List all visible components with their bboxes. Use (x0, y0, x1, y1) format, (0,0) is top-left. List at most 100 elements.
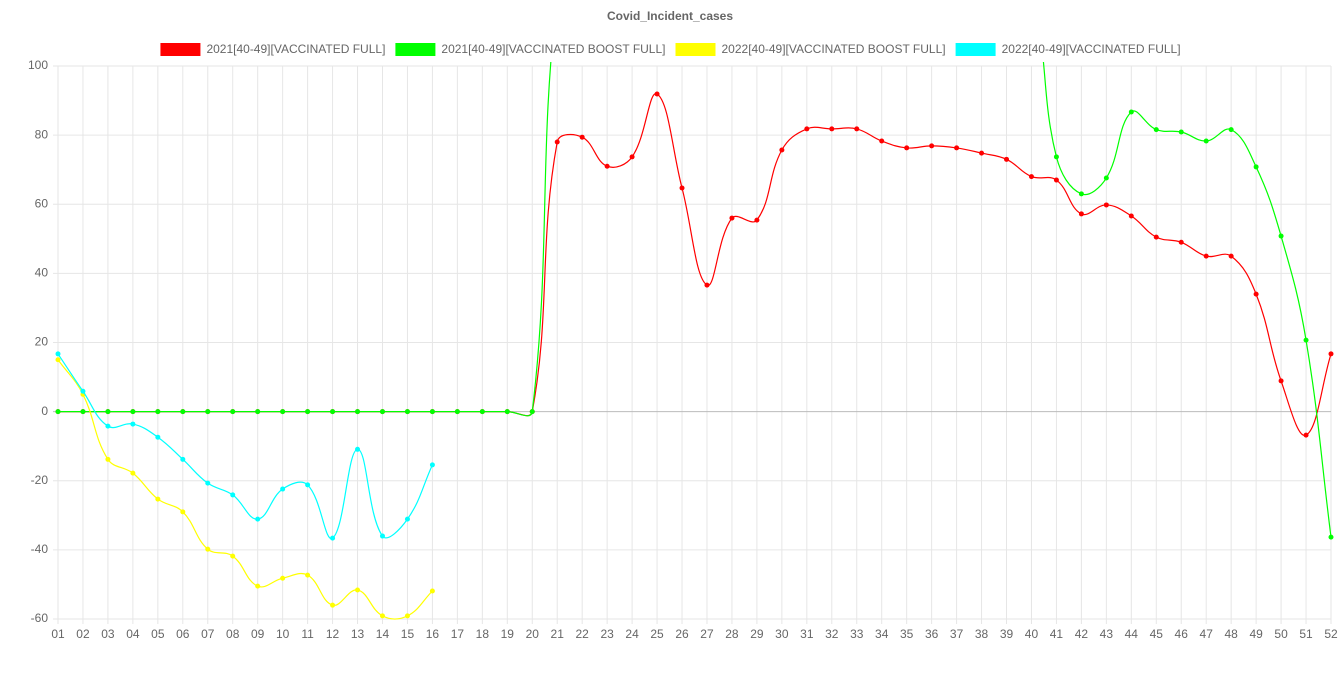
data-point (105, 409, 111, 415)
chart-title: Covid_Incident_cases (607, 9, 733, 23)
data-point (1203, 138, 1209, 144)
data-point (504, 409, 510, 415)
data-point (180, 409, 186, 415)
data-point (130, 421, 136, 427)
x-tick-label: 39 (1000, 627, 1014, 641)
x-tick-label: 50 (1274, 627, 1288, 641)
data-point (80, 409, 86, 415)
x-tick-label: 52 (1324, 627, 1338, 641)
y-tick-label: -20 (31, 473, 49, 487)
x-tick-label: 47 (1200, 627, 1214, 641)
series-line (57, 359, 433, 620)
data-point (130, 470, 136, 476)
y-tick-label: 80 (35, 127, 49, 141)
x-tick-label: 04 (126, 627, 140, 641)
series-line (57, 93, 1332, 436)
legend-label: 2022[40-49][VACCINATED FULL] (1002, 42, 1181, 56)
series-line (57, 62, 1332, 538)
data-point (1028, 174, 1034, 180)
data-point (654, 91, 660, 97)
data-point (355, 587, 361, 593)
data-point (379, 533, 385, 539)
data-point (230, 409, 236, 415)
data-point (230, 492, 236, 498)
x-tick-label: 30 (775, 627, 789, 641)
data-point (280, 575, 286, 581)
data-point (579, 134, 585, 140)
data-point (954, 145, 960, 151)
x-tick-label: 27 (700, 627, 714, 641)
x-tick-label: 48 (1224, 627, 1238, 641)
x-tick-label: 05 (151, 627, 165, 641)
data-point (1328, 534, 1334, 540)
data-point (679, 185, 685, 191)
data-point (404, 613, 410, 619)
data-point (1278, 378, 1284, 384)
x-tick-label: 32 (825, 627, 839, 641)
x-tick-label: 10 (276, 627, 290, 641)
data-point (205, 546, 211, 552)
data-point (704, 282, 710, 288)
data-point (604, 163, 610, 169)
x-tick-label: 11 (301, 627, 314, 641)
data-point (55, 357, 61, 363)
x-tick-label: 43 (1100, 627, 1114, 641)
legend-swatch (955, 43, 996, 56)
y-tick-label: 0 (41, 404, 48, 418)
data-point (1153, 234, 1159, 240)
x-tick-label: 12 (326, 627, 340, 641)
data-point (404, 516, 410, 522)
data-point (754, 217, 760, 223)
x-tick-label: 25 (650, 627, 664, 641)
data-point (629, 154, 635, 160)
data-point (305, 482, 311, 488)
x-tick-label: 20 (526, 627, 540, 641)
x-tick-label: 26 (675, 627, 689, 641)
data-point (330, 409, 336, 415)
data-point (804, 126, 810, 132)
x-tick-label: 37 (950, 627, 964, 641)
legend-swatch (160, 43, 201, 56)
data-point (779, 147, 785, 153)
legend-label: 2021[40-49][VACCINATED BOOST FULL] (441, 42, 665, 56)
data-point (729, 215, 735, 221)
x-tick-label: 13 (351, 627, 365, 641)
y-tick-label: 60 (35, 196, 49, 210)
y-tick-label: 20 (35, 335, 49, 349)
data-point (854, 126, 860, 132)
y-tick-label: -40 (31, 542, 49, 556)
data-point (155, 496, 161, 502)
data-point (180, 456, 186, 462)
data-point (1228, 253, 1234, 259)
x-tick-label: 22 (575, 627, 589, 641)
data-point (1004, 156, 1010, 162)
x-tick-label: 35 (900, 627, 914, 641)
x-tick-label: 16 (426, 627, 440, 641)
x-tick-label: 29 (750, 627, 764, 641)
data-point (1228, 127, 1234, 133)
x-tick-label: 06 (176, 627, 190, 641)
data-point (429, 588, 435, 594)
x-tick-label: 23 (600, 627, 614, 641)
x-tick-label: 31 (800, 627, 814, 641)
data-point (255, 516, 261, 522)
data-point (379, 613, 385, 619)
data-point (929, 143, 935, 149)
data-point (255, 583, 261, 589)
data-point (330, 602, 336, 608)
x-tick-label: 18 (476, 627, 490, 641)
data-point (1328, 351, 1334, 357)
series-line (57, 353, 433, 539)
x-tick-label: 45 (1150, 627, 1164, 641)
data-point (205, 409, 211, 415)
x-tick-label: 34 (875, 627, 889, 641)
data-point (105, 456, 111, 462)
x-tick-label: 46 (1175, 627, 1189, 641)
x-tick-label: 03 (101, 627, 115, 641)
data-point (1253, 164, 1259, 170)
data-point (1103, 175, 1109, 181)
x-tick-label: 21 (551, 627, 565, 641)
data-point (1053, 154, 1059, 160)
data-point (454, 409, 460, 415)
data-point (55, 409, 61, 415)
